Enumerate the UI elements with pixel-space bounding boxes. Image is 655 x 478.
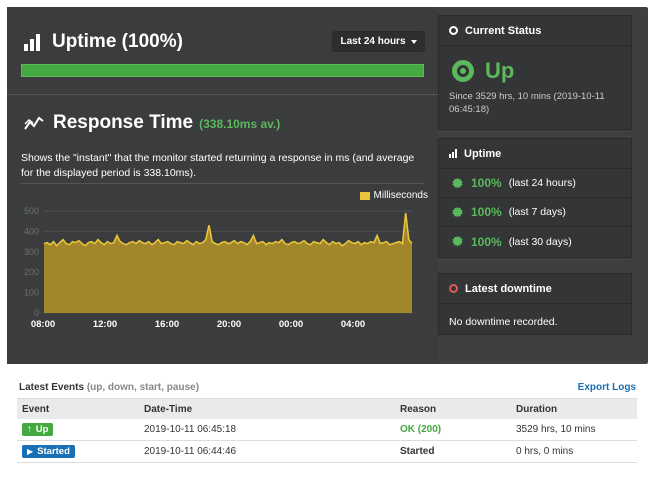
- play-icon: ▶: [27, 447, 34, 456]
- y-tick-label: 200: [24, 267, 39, 277]
- chart-legend: Milliseconds: [359, 190, 428, 201]
- x-tick-label: 16:00: [155, 319, 179, 330]
- bar-chart-icon: [24, 33, 43, 51]
- x-tick-label: 20:00: [217, 319, 241, 330]
- main-panel: Uptime (100%) Last 24 hours Response Tim…: [7, 7, 438, 364]
- event-duration: 3529 hrs, 10 mins: [516, 424, 596, 435]
- uptime-progress-bar: [21, 64, 424, 77]
- uptime-card-header: Uptime: [439, 139, 631, 169]
- uptime-title: Uptime (100%): [52, 31, 183, 52]
- y-tick-label: 400: [24, 226, 39, 236]
- alert-circle-icon: [449, 284, 458, 293]
- col-datetime: Date-Time: [144, 403, 193, 415]
- event-cell: ↑ Up: [17, 423, 144, 436]
- uptime-pct: 100%: [471, 234, 502, 249]
- col-event: Event: [22, 403, 50, 415]
- status-indicator: Up: [439, 46, 631, 84]
- latest-downtime-card: Latest downtime No downtime recorded.: [438, 273, 632, 335]
- uptime-card: Uptime 100% (last 24 hours) 100% (last 7…: [438, 138, 632, 258]
- x-tick-label: 00:00: [279, 319, 303, 330]
- status-since: Since 3529 hrs, 10 mins (2019-10-11 06:4…: [449, 91, 605, 115]
- y-tick-label: 300: [24, 247, 39, 257]
- uptime-heading: Uptime (100%): [24, 31, 183, 53]
- divider: [21, 183, 424, 184]
- uptime-period: (last 30 days): [508, 235, 572, 248]
- series-line: [43, 212, 413, 247]
- event-label: Started: [37, 446, 70, 457]
- col-reason: Reason: [400, 403, 437, 415]
- y-tick-label: 0: [34, 308, 39, 318]
- table-header: Event Date-Time Reason Duration: [17, 398, 637, 419]
- event-datetime: 2019-10-11 06:45:18: [144, 424, 237, 435]
- event-datetime: 2019-10-11 06:44:46: [144, 446, 237, 457]
- response-time-chart: 0 100 200 300 400 500 08:00 12:00 16:00 20:00 00:0…: [24, 206, 413, 330]
- response-time-heading: Response Time (338.10ms av.): [24, 112, 280, 134]
- event-badge-started: ▶ Started: [22, 445, 75, 458]
- uptime-row-24h: 100% (last 24 hours): [439, 169, 631, 198]
- monitor-dashboard: Uptime (100%) Last 24 hours Response Tim…: [7, 7, 648, 364]
- uptime-pct: 100%: [471, 205, 502, 219]
- badge-icon: [452, 236, 463, 247]
- y-tick-label: 500: [24, 206, 39, 216]
- time-range-label: Last 24 hours: [340, 36, 406, 47]
- table-row: ↑ Up 2019-10-11 06:45:18 OK (200) 3529 h…: [17, 419, 637, 441]
- current-status-header: Current Status: [439, 16, 631, 46]
- series-area: [44, 213, 412, 313]
- badge-icon: [452, 177, 463, 189]
- x-tick-label: 08:00: [31, 319, 55, 330]
- time-range-dropdown[interactable]: Last 24 hours: [332, 31, 425, 52]
- latest-downtime-header: Latest downtime: [439, 274, 631, 304]
- uptime-row-7d: 100% (last 7 days): [439, 198, 631, 227]
- response-time-chart-area: Milliseconds 0 100 200 300 400 500 08:00 12:00 1…: [7, 185, 438, 330]
- event-badge-up: ↑ Up: [22, 423, 54, 436]
- uptime-period: (last 24 hours): [508, 177, 576, 189]
- chevron-down-icon: [410, 39, 417, 44]
- response-time-average: (338.10ms av.): [199, 117, 281, 131]
- arrow-up-icon: ↑: [27, 424, 32, 435]
- uptime-period: (last 7 days): [508, 206, 566, 218]
- x-tick-label: 04:00: [341, 319, 365, 330]
- events-heading: Latest Events (up, down, start, pause): [19, 382, 199, 393]
- y-tick-label: 100: [24, 288, 39, 298]
- uptime-pct: 100%: [471, 176, 502, 190]
- events-subtitle: (up, down, start, pause): [86, 382, 200, 393]
- x-tick-label: 12:00: [93, 319, 117, 330]
- status-circle-icon: [449, 26, 458, 35]
- up-status-icon: [452, 60, 474, 82]
- export-logs-link[interactable]: Export Logs: [577, 382, 636, 393]
- status-state: Up: [485, 58, 515, 83]
- event-label: Up: [35, 424, 49, 435]
- response-time-description: Shows the "instant" that the monitor sta…: [21, 152, 415, 179]
- events-table: Event Date-Time Reason Duration ↑ Up 201…: [17, 398, 637, 463]
- uptime-card-title: Uptime: [464, 147, 502, 160]
- col-duration: Duration: [516, 403, 558, 415]
- table-row: ▶ Started 2019-10-11 06:44:46 Started 0 …: [17, 441, 637, 463]
- response-time-title: Response Time: [53, 112, 194, 133]
- current-status-title: Current Status: [465, 24, 542, 37]
- trend-line-icon: [24, 116, 44, 130]
- current-status-card: Current Status Up Since 3529 hrs, 10 min…: [438, 15, 632, 130]
- legend-swatch: [359, 191, 370, 200]
- bar-chart-icon: [449, 149, 458, 158]
- event-duration: 0 hrs, 0 mins: [516, 446, 574, 457]
- event-reason: Started: [400, 446, 435, 457]
- events-title: Latest Events: [19, 382, 85, 393]
- event-cell: ▶ Started: [17, 445, 144, 458]
- latest-downtime-text: No downtime recorded.: [449, 316, 558, 328]
- divider: [7, 94, 438, 95]
- latest-downtime-title: Latest downtime: [465, 282, 552, 295]
- uptime-row-30d: 100% (last 30 days): [439, 227, 631, 256]
- legend-label: Milliseconds: [373, 190, 428, 201]
- badge-icon: [452, 206, 463, 218]
- event-reason: OK (200): [400, 424, 442, 435]
